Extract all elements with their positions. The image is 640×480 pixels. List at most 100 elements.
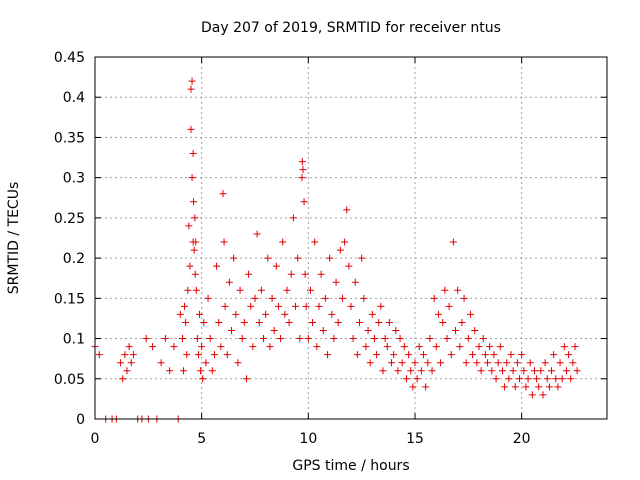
data-point (149, 343, 157, 351)
data-point (220, 238, 228, 246)
data-point (560, 343, 568, 351)
data-point (230, 254, 238, 262)
y-tick-label: 0.05 (54, 372, 85, 388)
data-point (573, 367, 581, 375)
data-point (170, 343, 178, 351)
data-point (272, 262, 280, 270)
data-points (91, 77, 581, 423)
data-point (238, 335, 246, 343)
data-point (240, 318, 248, 326)
data-point (528, 391, 536, 399)
data-point (524, 375, 532, 383)
data-point (298, 158, 306, 166)
data-point (473, 359, 481, 367)
data-point (543, 375, 551, 383)
data-point (292, 302, 300, 310)
data-point (268, 294, 276, 302)
data-point (189, 150, 197, 158)
data-point (362, 343, 370, 351)
data-point (187, 125, 195, 133)
data-point (381, 335, 389, 343)
data-point (479, 335, 487, 343)
data-point (302, 302, 310, 310)
data-point (190, 246, 198, 254)
data-point (299, 166, 307, 174)
data-point (186, 262, 194, 270)
data-point (225, 278, 233, 286)
data-point (430, 294, 438, 302)
data-point (334, 318, 342, 326)
data-point (199, 375, 207, 383)
data-point (192, 286, 200, 294)
y-tick-label: 0.35 (54, 130, 85, 146)
data-point (190, 198, 198, 206)
data-point (338, 294, 346, 302)
data-point (469, 351, 477, 359)
data-point (328, 310, 336, 318)
y-tick-label: 0.25 (54, 211, 85, 227)
data-point (95, 351, 103, 359)
data-point (255, 318, 263, 326)
data-point (443, 335, 451, 343)
data-point (306, 286, 314, 294)
data-point (552, 375, 560, 383)
data-point (379, 367, 387, 375)
data-point (219, 190, 227, 198)
data-point (400, 343, 408, 351)
data-point (413, 375, 421, 383)
data-point (117, 359, 125, 367)
data-point (449, 238, 457, 246)
data-point (454, 286, 462, 294)
data-point (494, 359, 502, 367)
data-point (283, 286, 291, 294)
data-point (247, 302, 255, 310)
y-tick-label: 0.45 (54, 50, 85, 66)
x-tick-label: 15 (406, 431, 424, 447)
plot-frame (94, 56, 608, 420)
data-point (188, 174, 196, 182)
data-point (232, 310, 240, 318)
data-point (526, 359, 534, 367)
data-point (486, 343, 494, 351)
data-point (161, 335, 169, 343)
data-point (513, 359, 521, 367)
data-point (180, 367, 188, 375)
data-point (562, 367, 570, 375)
data-point (279, 238, 287, 246)
data-point (242, 375, 250, 383)
data-point (317, 270, 325, 278)
data-point (428, 367, 436, 375)
data-point (217, 343, 225, 351)
data-point (456, 343, 464, 351)
y-tick-label: 0.2 (63, 251, 85, 267)
data-point (539, 391, 547, 399)
data-point (388, 359, 396, 367)
data-point (287, 270, 295, 278)
data-point (565, 351, 573, 359)
chart-title: Day 207 of 2019, SRMTID for receiver ntu… (201, 20, 501, 36)
data-point (277, 335, 285, 343)
data-point (481, 351, 489, 359)
data-point (360, 294, 368, 302)
data-point (411, 359, 419, 367)
axis-ticks (94, 56, 607, 420)
data-point (460, 294, 468, 302)
data-point (330, 335, 338, 343)
data-point (424, 359, 432, 367)
data-point (518, 351, 526, 359)
x-axis-label: GPS time / hours (292, 458, 409, 474)
data-point (251, 294, 259, 302)
data-point (571, 343, 579, 351)
data-point (336, 246, 344, 254)
data-point (377, 302, 385, 310)
data-point (496, 343, 504, 351)
data-point (274, 302, 282, 310)
data-point (488, 367, 496, 375)
data-point (223, 351, 231, 359)
x-tick-label: 5 (197, 431, 206, 447)
data-point (332, 278, 340, 286)
data-point (204, 294, 212, 302)
data-point (178, 335, 186, 343)
data-point (471, 327, 479, 335)
data-point (198, 343, 206, 351)
